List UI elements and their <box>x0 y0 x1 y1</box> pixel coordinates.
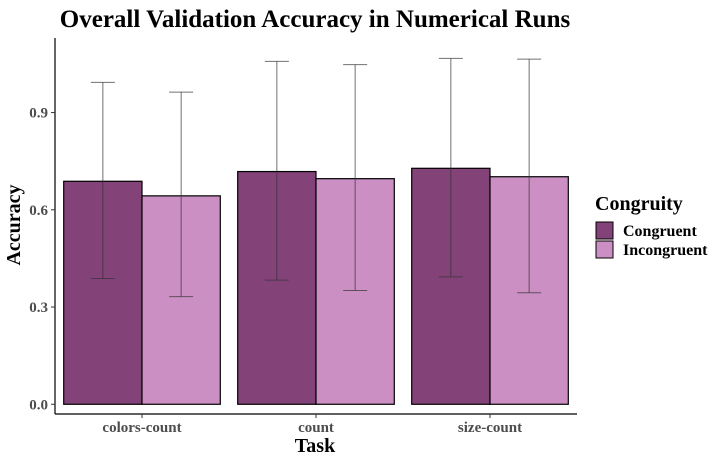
legend-swatch <box>595 221 614 240</box>
y-tick-label: 0.3 <box>29 300 48 316</box>
chart-title: Overall Validation Accuracy in Numerical… <box>60 6 571 33</box>
y-tick-label: 0.0 <box>29 397 48 413</box>
x-tick-label: colors-count <box>102 420 181 436</box>
x-axis-label: Task <box>295 435 336 457</box>
x-tick-label: count <box>298 420 334 436</box>
legend-title: Congruity <box>595 193 683 215</box>
y-tick-label: 0.9 <box>29 106 48 122</box>
legend-swatch <box>595 240 614 259</box>
y-axis-label: Accuracy <box>3 184 25 265</box>
legend: Congruity Congruent Incongruent <box>595 193 708 259</box>
y-tick-label: 0.6 <box>29 203 48 219</box>
plot-area: 0.0 0.3 0.6 0.9 colors-count count size-count <box>29 38 577 436</box>
legend-label: Incongruent <box>623 242 708 259</box>
legend-label: Congruent <box>623 223 697 240</box>
x-tick-label: size-count <box>458 420 522 436</box>
